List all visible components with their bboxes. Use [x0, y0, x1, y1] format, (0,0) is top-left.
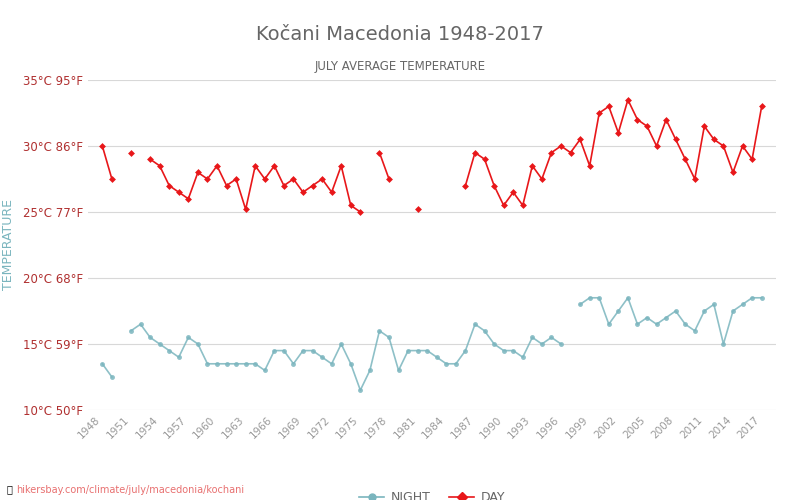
Text: JULY AVERAGE TEMPERATURE: JULY AVERAGE TEMPERATURE — [314, 60, 486, 73]
Y-axis label: TEMPERATURE: TEMPERATURE — [2, 200, 14, 290]
Text: Kočani Macedonia 1948-2017: Kočani Macedonia 1948-2017 — [256, 25, 544, 44]
Text: 📍: 📍 — [6, 484, 12, 494]
Text: hikersbay.com/climate/july/macedonia/kochani: hikersbay.com/climate/july/macedonia/koc… — [16, 485, 244, 495]
Legend: NIGHT, DAY: NIGHT, DAY — [354, 486, 510, 500]
